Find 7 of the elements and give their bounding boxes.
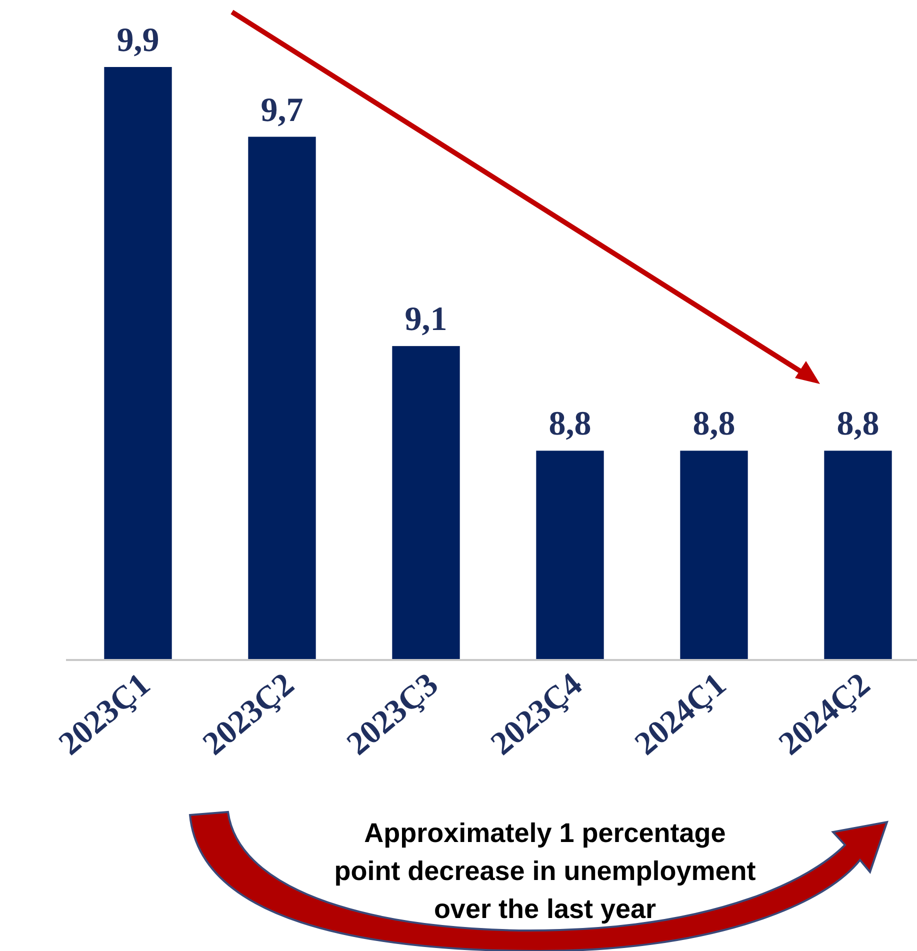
text: Approximately 1 percentage point decrease in unemployment over the last year xyxy=(334,818,756,924)
data-label: 9,1 xyxy=(404,301,448,338)
data-label: 8,8 xyxy=(692,406,736,443)
data-label: 9,7 xyxy=(260,92,304,129)
data-label: 8,8 xyxy=(836,406,880,443)
data-label: 8,8 xyxy=(548,406,592,443)
data-label: 9,9 xyxy=(116,22,160,59)
